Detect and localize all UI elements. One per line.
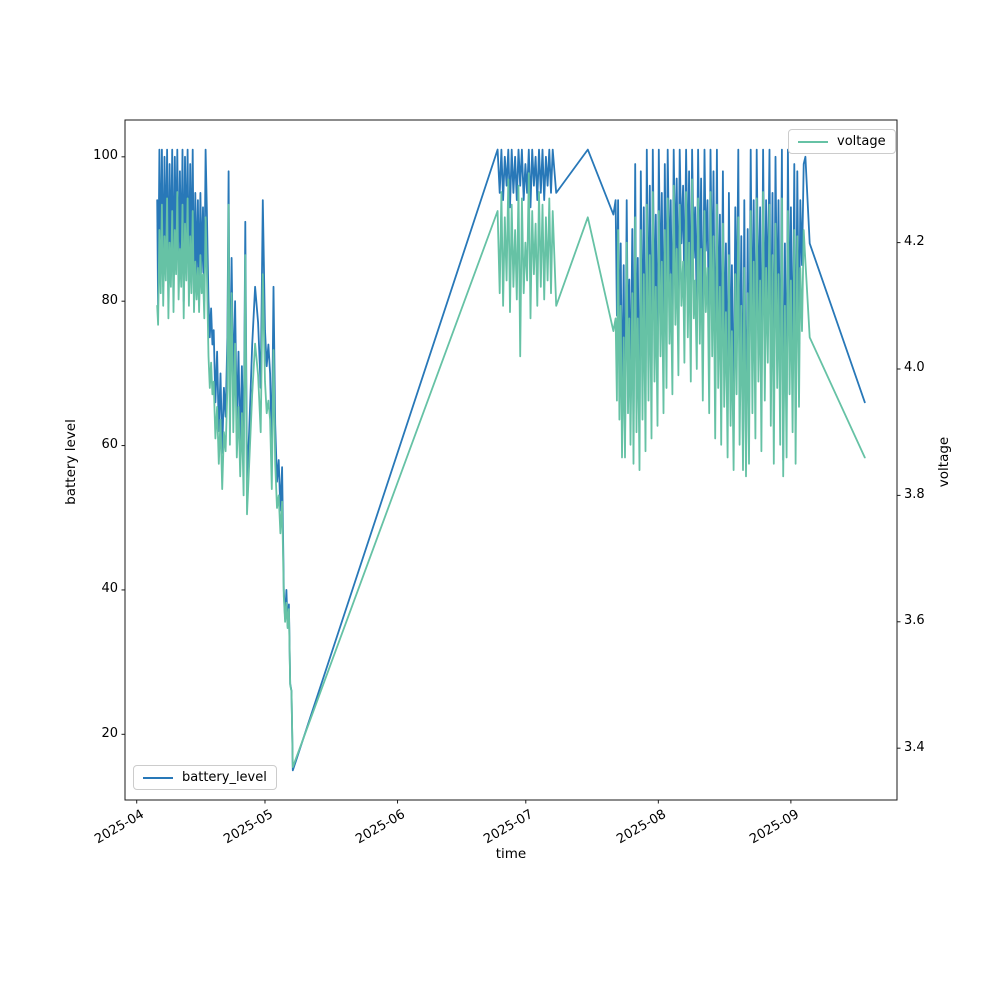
legend-voltage-label: voltage bbox=[837, 134, 886, 149]
y-tick-label-left: 100 bbox=[93, 148, 118, 164]
voltage-line bbox=[156, 172, 866, 768]
y-tick-label-right: 3.6 bbox=[904, 613, 925, 629]
x-axis-label: time bbox=[495, 846, 527, 862]
tick-marks bbox=[121, 156, 901, 804]
y-tick-label-left: 60 bbox=[101, 437, 118, 453]
y-axis-label-left: battery level bbox=[63, 419, 79, 505]
y-tick-label-left: 20 bbox=[101, 725, 118, 741]
y-tick-label-right: 3.4 bbox=[904, 739, 925, 755]
y-tick-label-right: 3.8 bbox=[904, 486, 925, 502]
legend-battery-label: battery_level bbox=[182, 770, 267, 785]
legend-battery-level: battery_level bbox=[133, 765, 277, 790]
y-tick-label-left: 80 bbox=[101, 292, 118, 308]
y-tick-label-right: 4.2 bbox=[904, 234, 925, 250]
axes-spines bbox=[124, 119, 898, 801]
series-lines bbox=[156, 148, 866, 772]
battery-line-sample bbox=[143, 776, 173, 779]
y-tick-label-left: 40 bbox=[101, 581, 118, 597]
legend-voltage: voltage bbox=[788, 129, 896, 154]
y-tick-label-right: 4.0 bbox=[904, 360, 925, 376]
voltage-line-sample bbox=[798, 140, 828, 143]
y-axis-label-right: voltage bbox=[936, 436, 952, 488]
